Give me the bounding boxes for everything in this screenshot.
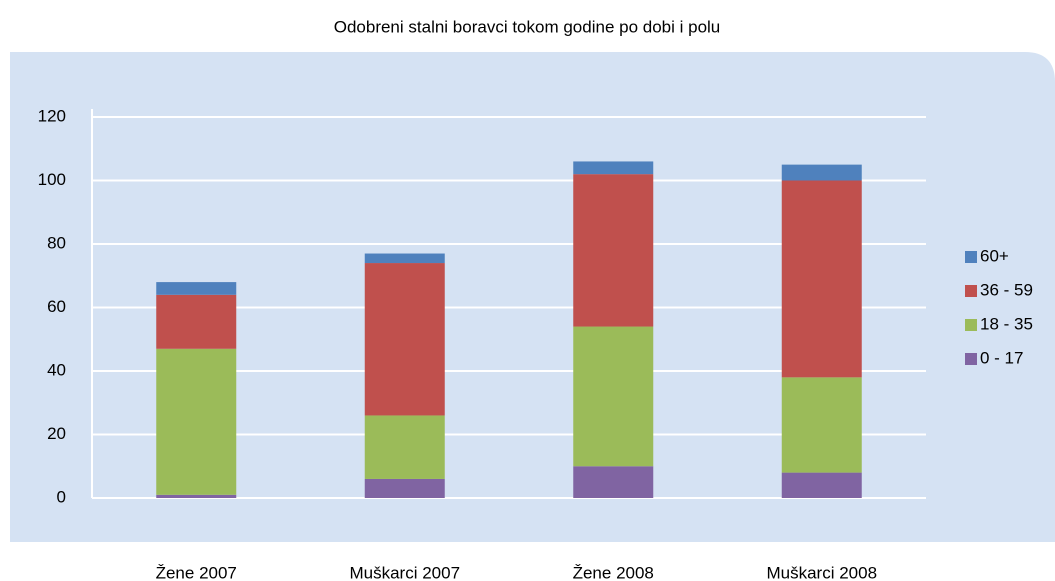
- legend-swatch: [965, 285, 977, 297]
- bar-segment: [573, 326, 654, 467]
- x-tick-label: Žene 2008: [573, 563, 654, 581]
- bar-segment: [156, 282, 237, 295]
- x-tick-label: Muškarci 2007: [349, 563, 460, 581]
- y-tick-label: 80: [47, 233, 66, 252]
- y-tick-label: 40: [47, 360, 66, 379]
- bar-segment: [573, 174, 654, 327]
- y-tick-label: 0: [57, 487, 66, 506]
- bar-segment: [156, 348, 237, 495]
- bar-segment: [156, 294, 237, 349]
- legend-swatch: [965, 251, 977, 263]
- x-tick-label: Žene 2007: [156, 563, 237, 581]
- bar-segment: [781, 180, 862, 378]
- legend-swatch: [965, 353, 977, 365]
- bar-segment: [156, 494, 237, 498]
- y-tick-label: 100: [38, 170, 66, 189]
- x-tick-label: Muškarci 2008: [766, 563, 877, 581]
- bar-segment: [364, 415, 445, 479]
- chart-title: Odobreni stalni boravci tokom godine po …: [334, 17, 721, 36]
- legend-label: 60+: [980, 246, 1009, 265]
- bar-segment: [781, 377, 862, 473]
- legend-label: 0 - 17: [980, 348, 1023, 367]
- bar-segment: [781, 472, 862, 498]
- bar-segment: [364, 478, 445, 498]
- bar-segment: [364, 263, 445, 416]
- legend-swatch: [965, 319, 977, 331]
- y-tick-label: 120: [38, 106, 66, 125]
- legend-label: 36 - 59: [980, 280, 1033, 299]
- bar-segment: [573, 466, 654, 498]
- bar-segment: [573, 161, 654, 175]
- bar-segment: [781, 164, 862, 181]
- legend-label: 18 - 35: [980, 314, 1033, 333]
- y-tick-label: 60: [47, 297, 66, 316]
- y-tick-label: 20: [47, 424, 66, 443]
- bar-segment: [364, 253, 445, 264]
